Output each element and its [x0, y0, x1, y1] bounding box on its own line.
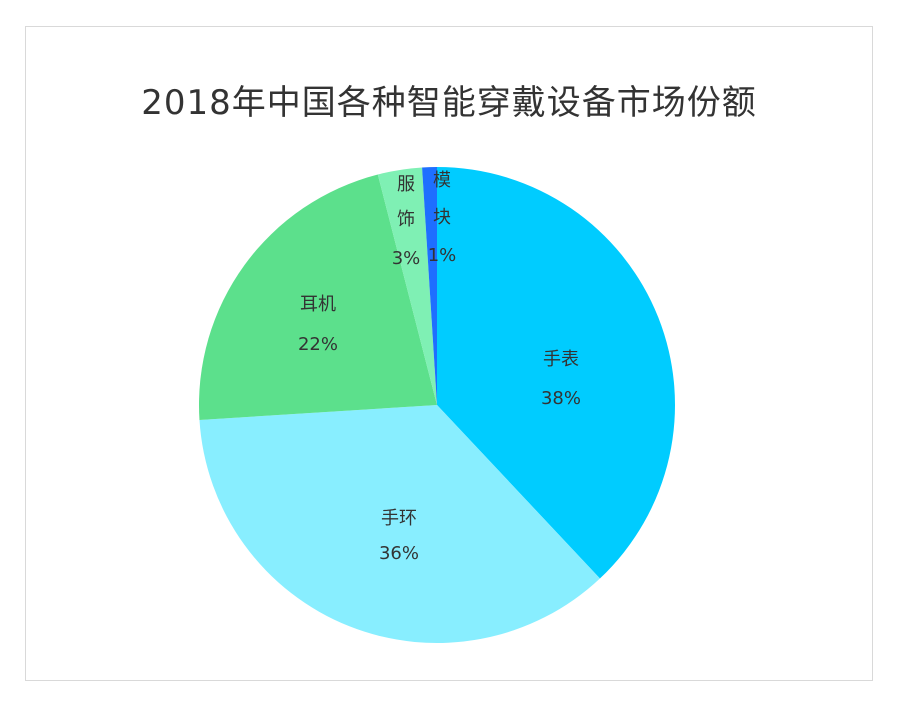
slice-name-label: 手表: [543, 349, 579, 370]
slice-value-label: 36%: [379, 543, 419, 564]
slice-name-label: 服: [397, 174, 415, 195]
slice-value-label: 1%: [428, 245, 457, 266]
pie-slice-5: [422, 167, 437, 405]
slice-value-label: 3%: [392, 248, 421, 269]
slice-name-label: 耳机: [300, 294, 336, 315]
slice-name-label: 饰: [397, 209, 415, 230]
pie-slice-4: [377, 167, 437, 405]
slice-name-label: 手环: [381, 508, 417, 529]
chart-title: 2018年中国各种智能穿戴设备市场份额: [141, 83, 757, 123]
slice-name-label: 模: [433, 170, 451, 191]
pie-slice-1: [437, 167, 676, 579]
slice-value-label: 38%: [541, 388, 581, 409]
slice-name-label: 块: [433, 207, 451, 228]
slice-value-label: 22%: [298, 334, 338, 355]
pie-slice-3: [198, 174, 437, 420]
pie-slice-2: [199, 405, 600, 644]
